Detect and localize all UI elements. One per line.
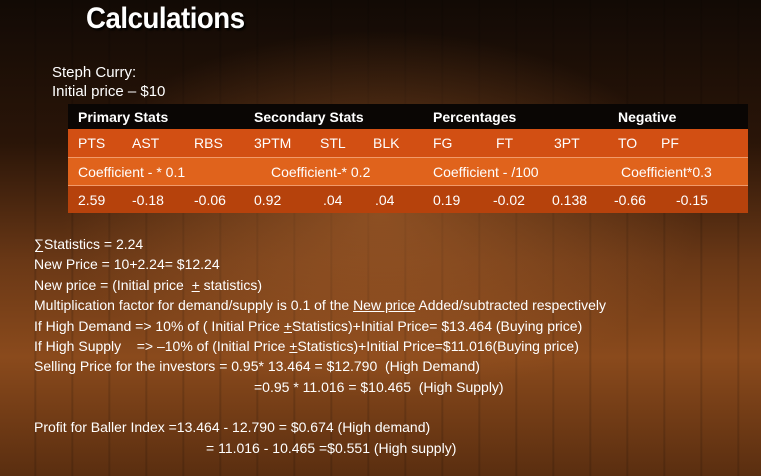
values-row: 2.59 -0.18 -0.06 0.92 .04 .04 0.19 -0.02… [68,186,748,213]
player-info: Steph Curry: Initial price – $10 [52,63,165,101]
column-header: FT [496,135,514,151]
column-header: RBS [194,135,223,151]
value-cell: .04 [375,192,395,208]
new-price-formula-line: New price = (Initial price + statistics) [34,275,606,295]
text-span: statistics) [199,276,262,293]
text-span: Multiplication factor for demand/supply … [34,297,354,314]
group-header-row: Primary Stats Secondary Stats Percentage… [68,104,748,129]
column-header: TO [618,135,638,151]
column-header: PTS [78,135,106,151]
player-name: Steph Curry: [52,64,137,81]
plus-minus-sign: + [191,276,200,293]
calculation-text: ∑Statistics = 2.24 New Price = 10+2.24= … [34,234,606,458]
stats-table: Primary Stats Secondary Stats Percentage… [68,104,748,213]
value-cell: 0.92 [254,192,282,208]
column-header: BLK [373,135,400,151]
value-cell: -0.18 [132,192,164,208]
value-cell: -0.02 [493,192,525,208]
plus-minus-sign: + [283,317,292,334]
value-cell: .04 [323,192,343,208]
text-span: New price = (Initial price [34,276,192,293]
underlined-text: New price [353,297,416,314]
column-header: FG [433,135,453,151]
column-header: 3PT [554,135,580,151]
coefficient-cell: Coefficient*0.3 [621,164,712,180]
group-header: Percentages [433,109,517,125]
plus-minus-sign: + [289,338,298,355]
profit-supply-line: = 11.016 - 10.465 =$0.551 (High supply) [206,439,457,456]
text-span: Statistics)+Initial Price= $13.464 (Buyi… [291,317,583,334]
selling-price-demand-line: Selling Price for the investors = 0.95* … [34,358,480,375]
coefficient-row: Coefficient - * 0.1 Coefficient-* 0.2 Co… [68,158,748,186]
group-header: Primary Stats [78,109,169,125]
column-header: AST [132,135,160,151]
multiplication-factor-line: Multiplication factor for demand/supply … [34,295,606,315]
column-header: STL [320,135,346,151]
value-cell: 2.59 [78,192,106,208]
coefficient-cell: Coefficient - * 0.1 [78,164,186,180]
column-header-row: PTS AST RBS 3PTM STL BLK FG FT 3PT TO PF [68,129,748,158]
text-span: Added/subtracted respectively [415,297,606,314]
high-demand-line: If High Demand => 10% of ( Initial Price… [34,316,606,336]
sum-statistics-line: ∑Statistics = 2.24 [34,236,144,252]
spacer [34,397,606,417]
page-title: Calculations [86,2,245,35]
value-cell: 0.138 [552,192,588,208]
value-cell: -0.06 [194,192,226,208]
selling-price-supply-line: =0.95 * 11.016 = $10.465 (High Supply) [254,378,504,395]
value-cell: 0.19 [433,192,461,208]
value-cell: -0.66 [614,192,646,208]
high-supply-line: If High Supply => –10% of (Initial Price… [34,336,606,356]
text-span: If High Demand => 10% of ( Initial Price [34,317,284,334]
coefficient-cell: Coefficient-* 0.2 [271,164,371,180]
text-span: Statistics)+Initial Price=$11.016(Buying… [297,338,579,355]
profit-demand-line: Profit for Baller Index =13.464 - 12.790… [34,419,431,436]
column-header: 3PTM [254,135,292,151]
value-cell: -0.15 [676,192,708,208]
column-header: PF [661,135,679,151]
text-span: If High Supply => –10% of (Initial Price [34,338,290,355]
group-header: Secondary Stats [254,109,364,125]
initial-price: Initial price – $10 [52,83,166,100]
new-price-line: New Price = 10+2.24= $12.24 [34,256,220,273]
group-header: Negative [618,109,677,125]
coefficient-cell: Coefficient - /100 [433,164,539,180]
